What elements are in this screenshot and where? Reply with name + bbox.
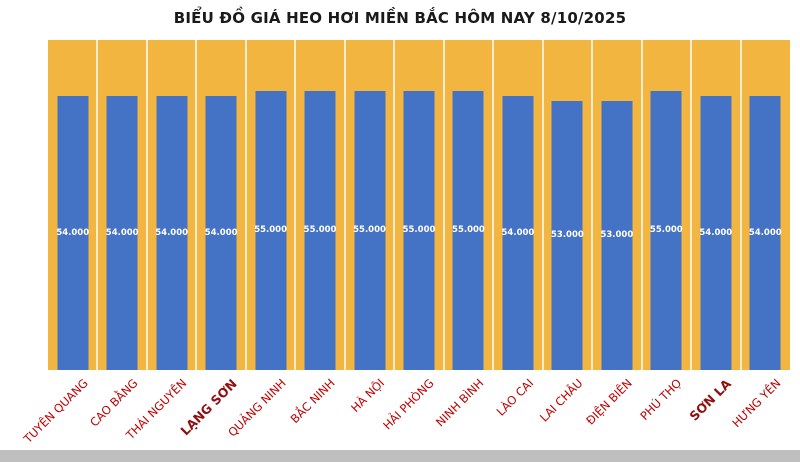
plot-area: 54.000 54.000 54.000 54.000 55.000 55.000 55.0… — [48, 40, 790, 370]
x-axis-label-bac-ninh: BẮC NINH — [288, 376, 339, 426]
bar-value-label: 54.000 — [699, 227, 733, 238]
bar-lao-cai: 54.000 — [501, 95, 535, 370]
bar-phu-tho: 55.000 — [649, 90, 683, 370]
x-axis-label-hai-phong: HẢI PHÒNG — [380, 376, 437, 433]
bar-value-label: 54.000 — [748, 227, 782, 238]
vertical-gridline — [244, 40, 247, 370]
x-axis-label-son-la: SƠN LA — [686, 376, 735, 424]
vertical-gridline — [541, 40, 544, 370]
x-axis-label-lai-chau: LAI CHÂU — [536, 376, 586, 425]
bar-hung-yen: 54.000 — [748, 95, 782, 370]
bar-ha-noi: 55.000 — [353, 90, 386, 370]
vertical-gridline — [739, 40, 742, 370]
vertical-gridline — [393, 40, 396, 370]
chart-title: BIỂU ĐỒ GIÁ HEO HƠI MIỀN BẮC HÔM NAY 8/1… — [173, 9, 627, 27]
x-axis-label-ninh-binh: NINH BÌNH — [433, 376, 487, 430]
bar-value-label: 53.000 — [550, 230, 584, 241]
x-axis-label-ha-noi: HÀ NỘI — [348, 376, 388, 416]
bar-value-label: 54.000 — [501, 227, 535, 238]
x-axis-label-thai-nguyen: THÁI NGUYÊN — [123, 376, 190, 443]
bar-value-label: 55.000 — [649, 225, 683, 236]
x-axis-label-tuyen-quang: TUYÊN QUANG — [20, 376, 91, 446]
bar-lang-son: 54.000 — [204, 95, 238, 370]
vertical-gridline — [195, 40, 198, 370]
bar-ninh-binh: 55.000 — [452, 90, 485, 370]
bar-value-label: 54.000 — [56, 227, 90, 238]
vertical-gridline — [690, 40, 693, 370]
vertical-gridline — [96, 40, 99, 370]
vertical-gridline — [294, 40, 297, 370]
bar-cao-bang: 54.000 — [105, 95, 139, 370]
bar-lai-chau: 53.000 — [550, 100, 584, 370]
x-axis-label-lao-cai: LÀO CAI — [493, 376, 536, 419]
bar-value-label: 54.000 — [105, 227, 139, 238]
bar-value-label: 54.000 — [155, 227, 189, 238]
bar-value-label: 53.000 — [600, 230, 634, 241]
vertical-gridline — [492, 40, 495, 370]
bar-thai-nguyen: 54.000 — [155, 95, 189, 370]
bar-value-label: 55.000 — [303, 225, 337, 236]
vertical-gridline — [442, 40, 445, 370]
vertical-gridline — [145, 40, 148, 370]
bar-value-label: 54.000 — [204, 227, 238, 238]
x-axis-label-phu-tho: PHÚ THỌ — [637, 376, 685, 423]
bar-value-label: 55.000 — [402, 225, 436, 236]
x-axis-label-quang-ninh: QUẢNG NINH — [225, 376, 289, 440]
x-axis-label-lang-son: LẠNG SƠN — [177, 376, 240, 439]
x-axis-label-dien-bien: ĐIỆN BIÊN — [583, 376, 635, 428]
bar-hai-phong: 55.000 — [402, 90, 436, 370]
vertical-gridline — [591, 40, 594, 370]
bar-son-la: 54.000 — [699, 95, 733, 370]
vertical-gridline — [343, 40, 346, 370]
x-axis-label-cao-bang: CAO BẰNG — [86, 376, 141, 430]
bar-value-label: 55.000 — [353, 225, 386, 236]
bar-quang-ninh: 55.000 — [254, 90, 287, 370]
x-axis-label-hung-yen: HƯNG YÊN — [729, 376, 784, 431]
bar-value-label: 55.000 — [254, 225, 287, 236]
bottom-gray-strip — [0, 450, 800, 462]
bar-bac-ninh: 55.000 — [303, 90, 337, 370]
vertical-gridline — [640, 40, 643, 370]
bar-dien-bien: 53.000 — [600, 100, 634, 370]
bar-tuyen-quang: 54.000 — [56, 95, 90, 370]
bar-value-label: 55.000 — [452, 225, 485, 236]
